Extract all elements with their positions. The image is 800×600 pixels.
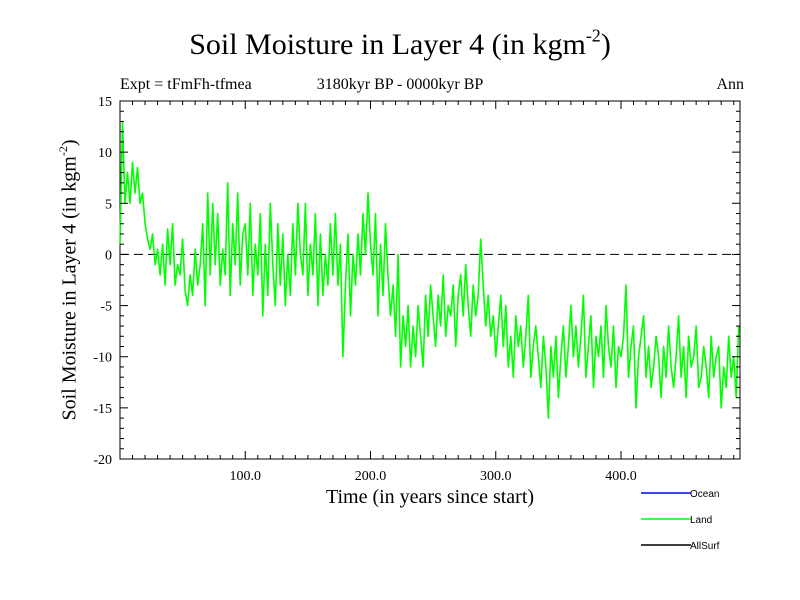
ticks-group: -20 -15 -10 -5 0 5 10 15 100.0 200.0 300.0 400.0 — [93, 95, 740, 484]
plot-frame — [119, 100, 741, 460]
x-tick-label: 100.0 — [230, 469, 262, 484]
chart-title: Soil Moisture in Layer 4 (in kgm-2) — [189, 25, 611, 61]
y-tick-label: -20 — [93, 453, 112, 468]
y-tick-label: 5 — [105, 197, 112, 212]
legend-label-land: Land — [690, 515, 712, 526]
y-tick-label: 15 — [98, 95, 112, 110]
x-axis-label: Time (in years since start) — [325, 486, 535, 508]
y-tick-label: 0 — [105, 248, 112, 263]
x-tick-label: 200.0 — [355, 469, 387, 484]
chart-subtitle: 3180kyr BP - 0000kyr BP — [316, 76, 484, 93]
y-tick-label: -5 — [100, 300, 112, 315]
experiment-label: Expt = tFmFh-tfmea — [120, 76, 252, 93]
y-tick-label: -15 — [93, 402, 112, 417]
legend-label-ocean: Ocean — [690, 489, 719, 500]
legend-label-allsurf: AllSurf — [690, 541, 720, 552]
plot-frame-group — [119, 100, 741, 460]
series-group — [119, 120, 740, 419]
x-tick-label: 400.0 — [605, 469, 637, 484]
y-tick-label: -10 — [93, 351, 112, 366]
x-tick-label: 300.0 — [480, 469, 512, 484]
y-tick-label: 10 — [98, 146, 112, 161]
series-line-land — [119, 120, 740, 419]
legend-group: Ocean Land AllSurf — [641, 489, 720, 552]
season-label: Ann — [716, 76, 744, 93]
